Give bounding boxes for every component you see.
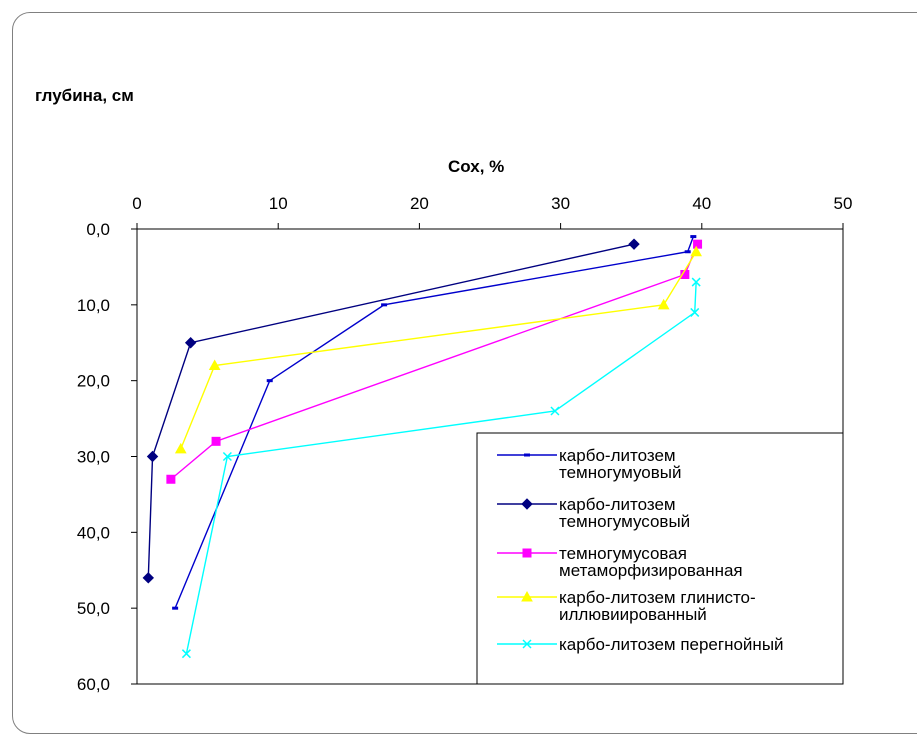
legend-label: карбо-литозем перегнойный	[559, 635, 784, 654]
data-point	[690, 307, 700, 317]
legend-swatch-marker	[521, 498, 533, 510]
y-tick-label: 20,0	[77, 372, 110, 391]
x-tick-label: 10	[269, 194, 288, 213]
data-point	[184, 337, 197, 349]
data-point	[142, 572, 155, 584]
y-tick-label: 30,0	[77, 448, 110, 467]
data-point	[691, 277, 701, 287]
legend-label: темногумусовый	[559, 512, 690, 531]
legend-swatch-marker	[522, 548, 532, 558]
data-point	[211, 436, 221, 446]
x-tick-label: 0	[132, 194, 141, 213]
data-point	[550, 406, 560, 416]
legend-label: иллювиированный	[559, 605, 707, 624]
y-tick-label: 0,0	[86, 220, 110, 239]
legend-label: карбо-литозем глинисто-	[559, 588, 756, 607]
x-tick-label: 20	[410, 194, 429, 213]
y-tick-label: 10,0	[77, 296, 110, 315]
data-point	[693, 239, 703, 249]
y-tick-label: 50,0	[77, 599, 110, 618]
data-point	[166, 474, 176, 484]
legend-swatch-marker	[521, 590, 533, 602]
series-line	[180, 251, 697, 450]
data-point	[208, 359, 221, 370]
data-point	[146, 450, 159, 463]
y-tick-label: 40,0	[77, 523, 110, 542]
series-line	[147, 243, 635, 578]
x-axis-title: Сох, %	[448, 157, 505, 176]
data-point	[690, 245, 703, 257]
y-tick-label: 60,0	[77, 675, 110, 693]
data-point	[222, 451, 232, 462]
legend-swatch-marker	[522, 639, 532, 649]
data-point	[181, 649, 191, 659]
legend	[476, 432, 844, 685]
data-point	[628, 238, 640, 250]
x-tick-label: 40	[692, 194, 711, 213]
data-point	[657, 298, 670, 310]
x-tick-label: 30	[551, 194, 570, 213]
legend-label: карбо-литозем	[559, 446, 676, 465]
chart-plot: 0 10 20 30 40 50 0,0 10,0 20,0 30,0 40,0 50,0 60,0 ка…	[77, 194, 853, 693]
x-tick-label: 50	[834, 194, 853, 213]
data-point	[174, 442, 187, 454]
y-axis-title: глубина, см	[35, 86, 134, 105]
legend-label: карбо-литозем	[559, 495, 676, 514]
legend-label: метаморфизированная	[559, 561, 743, 580]
legend-label: темногумусовая	[559, 544, 687, 563]
legend-label: темногумуовый	[559, 463, 681, 482]
